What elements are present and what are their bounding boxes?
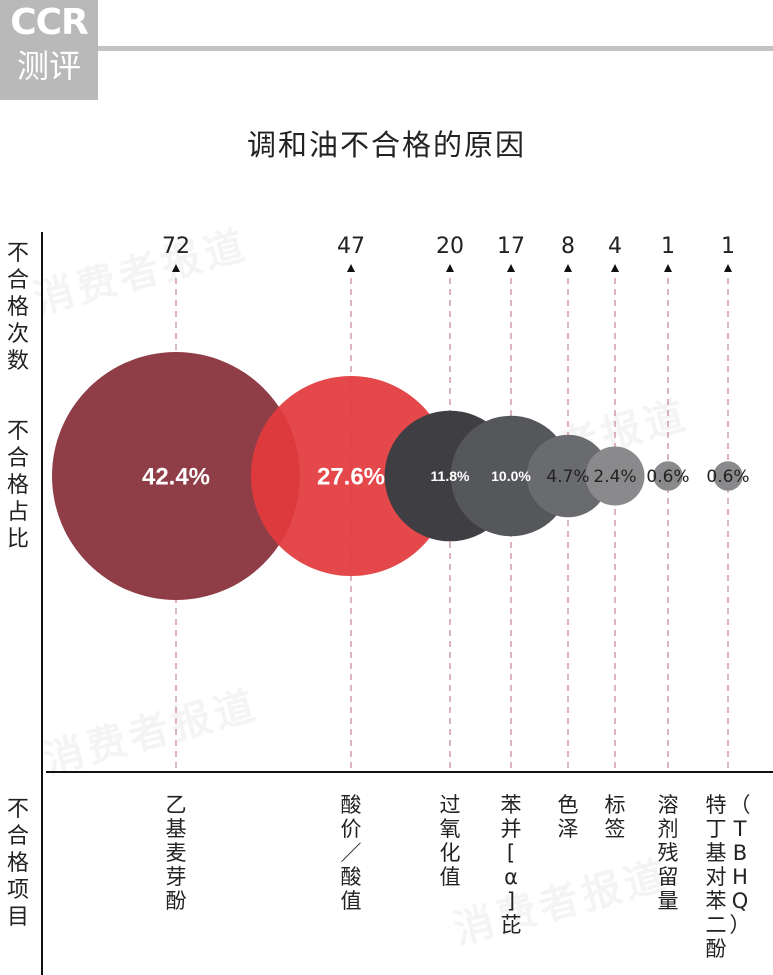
bubble <box>653 461 683 491</box>
logo-ccr-text: CCR <box>10 2 89 43</box>
count-label: 47 <box>337 234 365 259</box>
count-label: 17 <box>497 234 525 259</box>
category-label: 苯并[α]芘 <box>501 793 522 937</box>
header-rule <box>98 46 773 51</box>
ccr-logo: CCR 测评 <box>0 0 98 100</box>
count-label: 1 <box>721 234 735 259</box>
category-label: 酸价／酸值 <box>341 793 362 913</box>
arrow-marker <box>611 264 619 272</box>
bubble <box>585 446 645 506</box>
category-label: 乙基麦芽酚 <box>166 793 187 913</box>
category-label: 标签 <box>605 793 626 841</box>
percent-label: 42.4% <box>142 464 210 491</box>
percent-label: 0.6% <box>646 467 689 487</box>
percent-label: 10.0% <box>491 468 531 484</box>
logo-review-text: 测评 <box>16 47 81 85</box>
bubble <box>250 375 452 577</box>
arrow-marker <box>347 264 355 272</box>
percent-label: 27.6% <box>317 464 385 491</box>
count-label: 4 <box>608 234 622 259</box>
percent-label: 2.4% <box>593 467 636 487</box>
category-label: （T B H Q） <box>730 793 751 937</box>
count-label: 20 <box>436 234 464 259</box>
arrow-marker <box>172 264 180 272</box>
count-label: 8 <box>561 234 575 259</box>
chart-title: 调和油不合格的原因 <box>246 128 526 162</box>
bubble <box>713 461 743 491</box>
row-label-count: 不合格次数 <box>6 241 29 374</box>
arrow-marker <box>664 264 672 272</box>
percent-label: 0.6% <box>706 467 749 487</box>
bubble <box>526 434 610 518</box>
count-label: 72 <box>162 234 190 259</box>
bubble <box>52 352 300 600</box>
category-label: 过氧化值 <box>440 793 461 889</box>
arrow-marker <box>446 264 454 272</box>
category-label: 色泽 <box>558 793 579 841</box>
category-label: 溶剂残留量 <box>658 793 679 913</box>
category-label: 特丁基对苯二酚 <box>706 793 727 961</box>
arrow-marker <box>724 264 732 272</box>
percent-label: 11.8% <box>431 468 470 484</box>
arrow-marker <box>507 264 515 272</box>
count-label: 1 <box>661 234 675 259</box>
percent-label: 4.7% <box>546 467 589 487</box>
row-label-percent: 不合格占比 <box>6 419 29 552</box>
row-label-item: 不合格项目 <box>6 797 29 930</box>
arrow-marker <box>564 264 572 272</box>
